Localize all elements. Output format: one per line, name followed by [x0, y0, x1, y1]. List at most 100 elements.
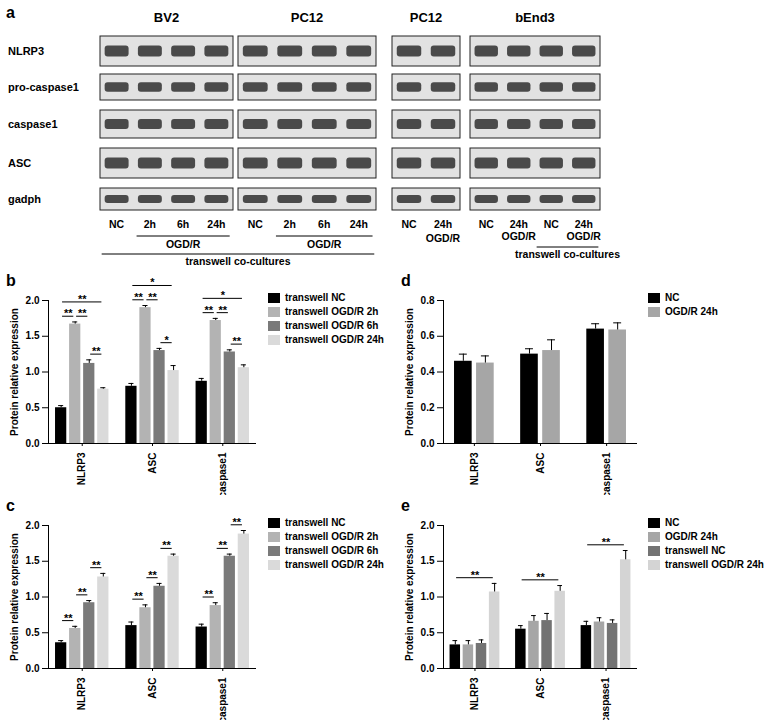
svg-text:PC12: PC12	[291, 10, 324, 25]
svg-text:a: a	[6, 4, 15, 21]
svg-text:1.5: 1.5	[421, 555, 435, 566]
html-text:transwell OGD/R 24h: transwell OGD/R 24h	[285, 559, 384, 570]
svg-text:caspase1: caspase1	[217, 452, 228, 495]
svg-text:24h: 24h	[575, 218, 593, 230]
svg-text:caspase1: caspase1	[600, 677, 611, 720]
svg-text:OGD/R: OGD/R	[502, 230, 537, 242]
html-text:transwell OGD/R 24h: transwell OGD/R 24h	[285, 334, 384, 345]
svg-text:caspase1: caspase1	[601, 452, 612, 495]
svg-text:6h: 6h	[318, 218, 330, 230]
svg-text:0.0: 0.0	[26, 438, 40, 449]
svg-text:6h: 6h	[177, 218, 189, 230]
svg-text:**: **	[148, 291, 157, 303]
svg-text:NLRP3: NLRP3	[76, 677, 87, 710]
svg-text:1.0: 1.0	[26, 591, 40, 602]
svg-text:NLRP3: NLRP3	[469, 677, 480, 710]
svg-text:24h: 24h	[350, 218, 368, 230]
svg-text:Protein relative expression: Protein relative expression	[404, 308, 415, 436]
svg-text:**: **	[204, 588, 213, 600]
svg-text:NC: NC	[544, 218, 560, 230]
svg-text:**: **	[134, 590, 143, 602]
svg-text:**: **	[218, 304, 227, 316]
svg-text:Protein relative expression: Protein relative expression	[9, 533, 20, 661]
svg-text:BV2: BV2	[154, 10, 179, 25]
svg-text:**: **	[134, 291, 143, 303]
svg-text:**: **	[536, 571, 545, 583]
svg-text:**: **	[64, 612, 73, 624]
svg-text:caspase1: caspase1	[217, 677, 228, 720]
svg-text:transwell co-cultures: transwell co-cultures	[515, 248, 620, 260]
svg-text:**: **	[218, 539, 227, 551]
svg-text:NC: NC	[248, 218, 264, 230]
html-text:transwell OGD/R 6h: transwell OGD/R 6h	[285, 320, 379, 331]
svg-text:2.0: 2.0	[26, 520, 40, 531]
svg-text:ASC: ASC	[535, 453, 546, 474]
svg-text:OGD/R: OGD/R	[426, 232, 461, 244]
svg-text:**: **	[162, 539, 171, 551]
svg-text:2h: 2h	[284, 218, 296, 230]
svg-text:0.5: 0.5	[421, 627, 435, 638]
html-text:transwell OGD/R 2h: transwell OGD/R 2h	[285, 306, 379, 317]
svg-text:24h: 24h	[510, 218, 528, 230]
svg-text:**: **	[78, 293, 87, 305]
svg-text:0.2: 0.2	[421, 402, 435, 413]
html-text:transwell OGD/R 2h: transwell OGD/R 2h	[285, 531, 379, 542]
svg-text:0.5: 0.5	[26, 402, 40, 413]
svg-text:Protein relative expression: Protein relative expression	[9, 308, 20, 436]
svg-text:**: **	[471, 569, 480, 581]
svg-text:2.0: 2.0	[421, 520, 435, 531]
svg-text:1.5: 1.5	[26, 555, 40, 566]
svg-text:24h: 24h	[207, 218, 225, 230]
svg-text:OGD/R: OGD/R	[166, 238, 201, 250]
svg-text:pro-caspase1: pro-caspase1	[8, 81, 79, 93]
svg-text:1.5: 1.5	[26, 330, 40, 341]
svg-text:0.4: 0.4	[421, 366, 435, 377]
html-text:transwell OGD/R 6h: transwell OGD/R 6h	[285, 545, 379, 556]
svg-text:*: *	[221, 289, 226, 301]
svg-text:OGD/R: OGD/R	[567, 230, 602, 242]
svg-text:**: **	[204, 304, 213, 316]
svg-text:0.0: 0.0	[421, 663, 435, 674]
svg-text:NLRP3: NLRP3	[469, 452, 480, 485]
svg-text:0.6: 0.6	[421, 330, 435, 341]
svg-text:**: **	[233, 335, 242, 347]
svg-text:NC: NC	[401, 218, 417, 230]
svg-text:**: **	[92, 559, 101, 571]
svg-text:*: *	[164, 334, 169, 346]
svg-text:0.0: 0.0	[421, 438, 435, 449]
svg-text:1.0: 1.0	[421, 591, 435, 602]
svg-text:NC: NC	[479, 218, 495, 230]
html-text:NC: NC	[665, 292, 680, 303]
svg-text:NC: NC	[109, 218, 125, 230]
svg-text:2.0: 2.0	[26, 295, 40, 306]
svg-text:1.0: 1.0	[26, 366, 40, 377]
svg-text:gadph: gadph	[8, 193, 41, 205]
svg-text:transwell co-cultures: transwell co-cultures	[185, 255, 290, 267]
svg-text:**: **	[148, 569, 157, 581]
svg-text:24h: 24h	[434, 218, 452, 230]
html-text:transwell NC: transwell NC	[285, 517, 346, 528]
html-text:transwell NC: transwell NC	[285, 292, 346, 303]
svg-text:NLRP3: NLRP3	[76, 452, 87, 485]
svg-text:OGD/R: OGD/R	[307, 238, 342, 250]
svg-text:PC12: PC12	[410, 10, 443, 25]
svg-text:bEnd3: bEnd3	[515, 10, 555, 25]
svg-text:NLRP3: NLRP3	[8, 45, 44, 57]
svg-text:**: **	[64, 307, 73, 319]
svg-text:0.0: 0.0	[26, 663, 40, 674]
svg-text:2h: 2h	[144, 218, 156, 230]
svg-text:**: **	[233, 516, 242, 528]
svg-text:**: **	[92, 345, 101, 357]
svg-text:**: **	[78, 586, 87, 598]
svg-text:*: *	[150, 276, 155, 288]
svg-text:ASC: ASC	[535, 678, 546, 699]
svg-text:caspase1: caspase1	[8, 118, 58, 130]
svg-text:Protein relative expression: Protein relative expression	[404, 533, 415, 661]
svg-text:ASC: ASC	[147, 678, 158, 699]
svg-text:ASC: ASC	[147, 453, 158, 474]
svg-text:**: **	[78, 307, 87, 319]
svg-text:ASC: ASC	[8, 157, 31, 169]
svg-text:**: **	[602, 536, 611, 548]
svg-text:0.8: 0.8	[421, 295, 435, 306]
svg-text:0.5: 0.5	[26, 627, 40, 638]
